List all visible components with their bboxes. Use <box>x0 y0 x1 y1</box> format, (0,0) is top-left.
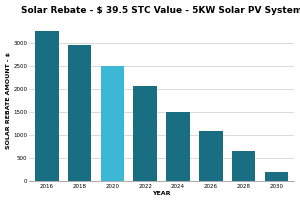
Bar <box>199 131 223 181</box>
Bar <box>166 112 190 181</box>
Bar <box>68 45 92 181</box>
Bar <box>232 151 255 181</box>
Bar <box>134 86 157 181</box>
Y-axis label: SOLAR REBATE AMOUNT - $: SOLAR REBATE AMOUNT - $ <box>6 52 10 149</box>
Bar <box>35 31 58 181</box>
Bar <box>265 172 288 181</box>
Bar <box>100 66 124 181</box>
Title: Solar Rebate - $ 39.5 STC Value - 5KW Solar PV System: Solar Rebate - $ 39.5 STC Value - 5KW So… <box>21 6 300 15</box>
X-axis label: YEAR: YEAR <box>152 191 171 196</box>
